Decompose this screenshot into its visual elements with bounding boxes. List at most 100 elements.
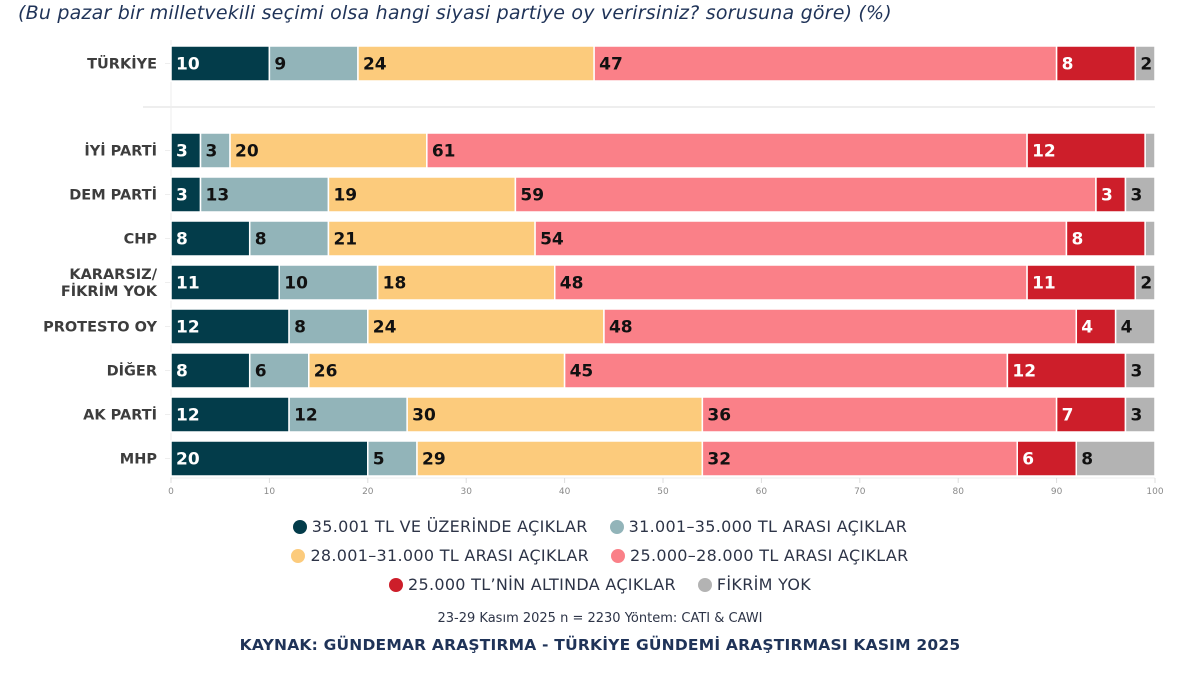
legend-marker-icon — [389, 577, 403, 592]
bar-segment — [514, 176, 1097, 213]
bar-value-label: 2 — [1140, 274, 1152, 294]
bar-value-label: 59 — [520, 186, 544, 206]
bar-value-label: 13 — [206, 186, 230, 206]
bar-segment — [701, 396, 1058, 433]
bar-value-label: 30 — [412, 406, 436, 426]
bar-value-label: 20 — [176, 450, 200, 470]
legend-marker-icon — [292, 519, 307, 534]
bar-segment — [554, 264, 1028, 301]
legend-label: 25.000–28.000 TL ARASI AÇIKLAR — [630, 546, 909, 565]
bar-segment — [1144, 132, 1156, 169]
bar-segment — [701, 440, 1018, 477]
bar-segment — [170, 220, 251, 257]
bar-segment — [1095, 176, 1127, 213]
bar-value-label: 24 — [373, 318, 397, 338]
bar-segment — [170, 308, 290, 345]
bar-value-label: 29 — [422, 450, 446, 470]
category-labels-layer: TÜRKİYE İYİ PARTİ DEM PARTİ CHP KARARSIZ/FİK… — [43, 55, 158, 468]
bar-value-label: 32 — [707, 450, 731, 470]
bar-segment — [1144, 220, 1156, 257]
bar-value-label: 12 — [176, 318, 200, 338]
legend-row-2: 28.001–31.000 TL ARASI AÇIKLAR 25.000–28… — [0, 541, 1200, 570]
legend-item: 31.001–35.000 TL ARASI AÇIKLAR — [609, 517, 908, 536]
x-tick-label: 60 — [756, 487, 768, 497]
bar-segment — [170, 352, 251, 389]
x-tick-label: 50 — [657, 487, 669, 497]
bar-segment — [367, 308, 605, 345]
bar-segment — [603, 308, 1078, 345]
bar-segment — [170, 176, 202, 213]
legend-label: FİKRİM YOK — [716, 575, 811, 594]
bar-value-label: 4 — [1081, 318, 1093, 338]
category-label: CHP — [124, 232, 158, 248]
bar-value-label: 21 — [333, 230, 357, 250]
bar-value-label: 7 — [1062, 406, 1074, 426]
bar-value-label: 8 — [176, 230, 188, 250]
category-label: KARARSIZ/FİKRİM YOK — [61, 267, 158, 300]
bar-segment — [1124, 352, 1156, 389]
bar-segment — [367, 440, 418, 477]
bar-value-label: 3 — [176, 186, 188, 206]
bar-segment — [406, 396, 704, 433]
chart-legend: 35.001 TL VE ÜZERİNDE AÇIKLAR 31.001–35.… — [0, 512, 1200, 599]
bar-value-label: 2 — [1140, 55, 1152, 75]
category-label: DİĞER — [107, 362, 157, 380]
bar-value-label: 48 — [560, 274, 584, 294]
bar-segment — [1124, 176, 1156, 213]
bar-segment — [1055, 396, 1127, 433]
bar-value-label: 3 — [1130, 362, 1142, 382]
stacked-bar-chart: 0 10 20 30 40 50 60 70 80 90 100 10 9 24 47 8 23 3 20 61 12… — [43, 40, 1164, 497]
bar-value-label: 4 — [1121, 318, 1133, 338]
bar-value-label: 26 — [314, 362, 338, 382]
bar-segment — [1026, 132, 1146, 169]
bar-segment — [534, 220, 1068, 257]
bar-segment — [376, 264, 556, 301]
bar-segment — [416, 440, 704, 477]
bar-value-label: 10 — [176, 55, 200, 75]
axis-layer: 0 10 20 30 40 50 60 70 80 90 100 — [143, 40, 1164, 497]
source-credit: KAYNAK: GÜNDEMAR ARAŞTIRMA - TÜRKİYE GÜN… — [239, 636, 961, 654]
x-tick-label: 0 — [168, 487, 174, 497]
bar-segment — [229, 132, 428, 169]
x-tick-label: 100 — [1146, 487, 1163, 497]
bar-segment — [170, 132, 202, 169]
legend-marker-icon — [291, 548, 306, 563]
bar-value-label: 9 — [274, 55, 286, 75]
bar-value-label: 45 — [570, 362, 594, 382]
legend-marker-icon — [697, 577, 712, 592]
bar-value-label: 12 — [1012, 362, 1036, 382]
bar-value-label: 6 — [1022, 450, 1034, 470]
bar-value-label: 8 — [176, 362, 188, 382]
bar-value-label: 47 — [599, 55, 623, 75]
legend-label: 25.000 TL’NİN ALTINDA AÇIKLAR — [408, 575, 676, 594]
category-label: AK PARTİ — [83, 407, 157, 424]
x-tick-label: 40 — [559, 487, 571, 497]
bar-value-label: 12 — [176, 406, 200, 426]
category-label: MHP — [120, 452, 158, 468]
bar-value-label: 11 — [176, 274, 200, 294]
bar-segment — [357, 45, 595, 82]
chart-subtitle: (Bu pazar bir milletvekili seçimi olsa h… — [18, 2, 892, 24]
bar-value-label: 18 — [383, 274, 407, 294]
bar-value-label: 54 — [540, 230, 564, 250]
bar-segment — [1075, 308, 1117, 345]
bar-segment — [1065, 220, 1146, 257]
x-tick-label: 80 — [952, 487, 964, 497]
bars-layer: 10 9 24 47 8 23 3 20 61 123 13 19 59 3 38 8 21 54 811 10 18 4… — [170, 45, 1156, 477]
bar-value-label: 8 — [1071, 230, 1083, 250]
bar-value-label: 61 — [432, 142, 456, 162]
bar-segment — [170, 440, 369, 477]
bar-value-label: 24 — [363, 55, 387, 75]
bar-segment — [288, 396, 408, 433]
legend-row-3: 25.000 TL’NİN ALTINDA AÇIKLAR FİKRİM YOK — [0, 570, 1200, 599]
bar-value-label: 36 — [707, 406, 731, 426]
legend-item: 25.000–28.000 TL ARASI AÇIKLAR — [611, 546, 909, 565]
legend-row-1: 35.001 TL VE ÜZERİNDE AÇIKLAR 31.001–35.… — [0, 512, 1200, 541]
bar-segment — [1134, 45, 1156, 82]
bar-value-label: 8 — [294, 318, 306, 338]
category-label: İYİ PARTİ — [84, 143, 157, 160]
bar-value-label: 48 — [609, 318, 633, 338]
bar-value-label: 12 — [1032, 142, 1056, 162]
bar-segment — [170, 45, 271, 82]
legend-label: 28.001–31.000 TL ARASI AÇIKLAR — [310, 546, 589, 565]
